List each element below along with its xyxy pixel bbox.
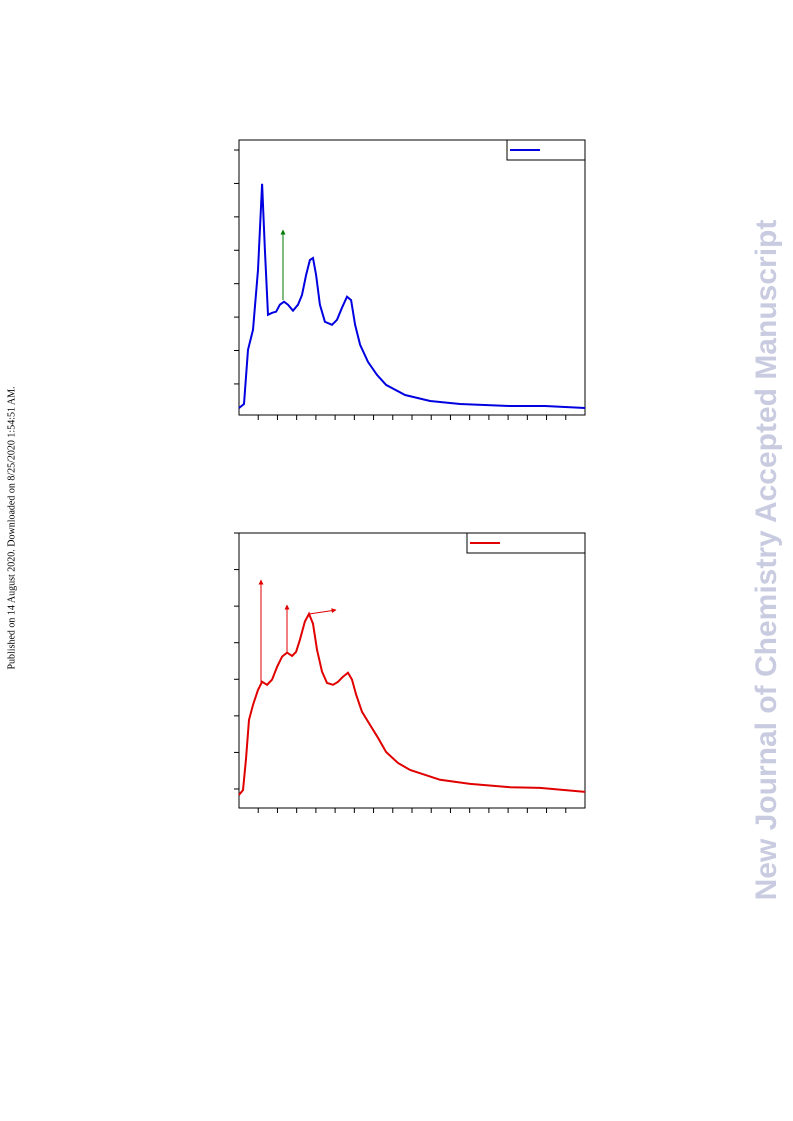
legend-box (466, 532, 586, 554)
data-line (238, 611, 586, 796)
legend-box (506, 139, 586, 161)
annotation-arrow (308, 608, 337, 615)
plots (234, 139, 586, 813)
plot-frame (238, 139, 586, 416)
download-stamp: Published on 14 August 2020. Downloaded … (6, 386, 17, 669)
journal-watermark: New Journal of Chemistry Accepted Manusc… (750, 220, 783, 901)
data-line (238, 183, 586, 409)
plot-frame (238, 532, 586, 809)
